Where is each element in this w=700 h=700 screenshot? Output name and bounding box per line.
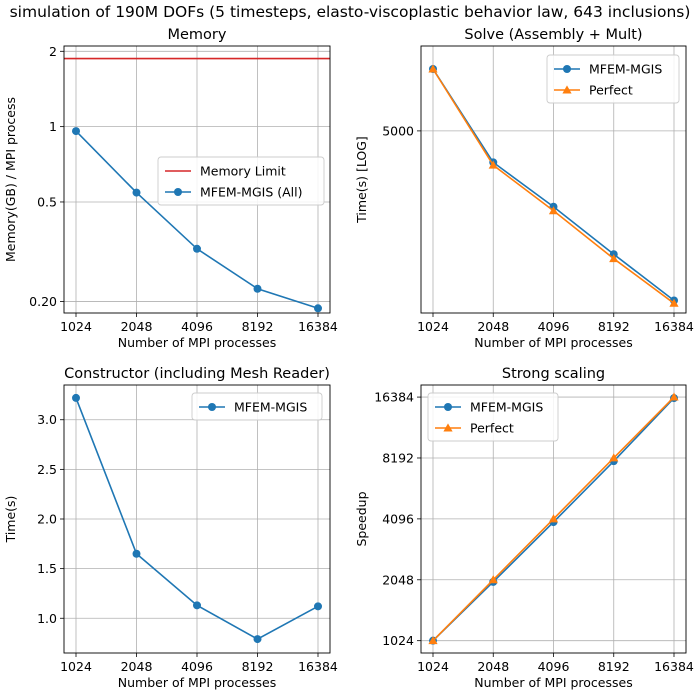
y-tick-label: 8192: [382, 450, 414, 465]
constructor-plot: 1024 2048 4096 8192 16384 1.0 1.5 2.0 2.5 3.0 Cons…: [3, 366, 338, 690]
data-point: [72, 393, 80, 402]
x-tick-label: 1024: [60, 319, 92, 334]
y-axis-label: Time(s) [LOG]: [354, 136, 369, 224]
memory-plot: 1024 2048 4096 8192 16384 0.20 0.5 1 2 Memory Numb…: [3, 27, 338, 350]
x-axis-label: Number of MPI processes: [474, 675, 632, 690]
legend-label: Memory Limit: [200, 164, 286, 179]
legend-label: MFEM-MGIS: [234, 400, 307, 415]
legend-box: [157, 156, 325, 206]
data-point: [548, 514, 559, 523]
data-point: [609, 254, 619, 263]
plot-title: Strong scaling: [502, 366, 605, 382]
legend: MFEM-MGIS Perfect: [546, 54, 680, 104]
x-axis-label: Number of MPI processes: [118, 335, 276, 350]
x-tick-label: 16384: [298, 659, 338, 674]
legend-label: MFEM-MGIS: [589, 62, 662, 77]
y-axis-label: Speedup: [354, 491, 369, 546]
figure-suptitle: simulation of 190M DOFs (5 timesteps, el…: [9, 3, 691, 21]
legend: Memory Limit MFEM-MGIS (All): [157, 156, 325, 206]
legend-label: Perfect: [470, 421, 514, 436]
data-point: [193, 244, 201, 253]
y-axis-label: Memory(GB) / MPI process: [3, 97, 18, 262]
x-tick-label: 8192: [242, 319, 274, 334]
y-tick-label: 2048: [382, 572, 414, 587]
x-tick-label: 16384: [654, 659, 694, 674]
legend-marker: [174, 188, 182, 196]
data-point: [428, 64, 438, 73]
legend-marker: [563, 65, 571, 73]
x-tick-label: 2048: [477, 659, 509, 674]
legend-label: MFEM-MGIS (All): [200, 185, 302, 200]
y-tick-label: 16384: [374, 390, 414, 405]
y-tick-label: 5000: [382, 123, 414, 138]
plot-title: Constructor (including Mesh Reader): [64, 366, 330, 382]
data-point: [488, 160, 498, 169]
y-tick-label: 2: [49, 44, 57, 59]
y-tick-label: 1: [49, 119, 57, 134]
data-point: [253, 635, 262, 644]
data-point: [253, 284, 262, 293]
data-point: [132, 549, 141, 558]
x-tick-label: 2048: [477, 319, 509, 334]
legend-marker: [443, 423, 453, 432]
x-tick-label: 4096: [181, 659, 213, 674]
legend-label: MFEM-MGIS: [470, 400, 543, 415]
x-tick-label: 4096: [181, 319, 213, 334]
x-axis-label: Number of MPI processes: [474, 335, 632, 350]
x-tick-label: 1024: [417, 659, 449, 674]
data-point: [609, 453, 619, 462]
x-tick-label: 8192: [242, 659, 274, 674]
y-tick-label: 1024: [382, 633, 414, 648]
plot-title: Memory: [168, 27, 227, 43]
x-tick-label: 8192: [598, 659, 630, 674]
solve-plot: 1024 2048 4096 8192 16384 5000 Solve (Assembly…: [354, 27, 694, 350]
legend-marker: [562, 85, 572, 94]
data-point: [314, 602, 322, 611]
x-axis-label: Number of MPI processes: [118, 675, 276, 690]
plot-title: Solve (Assembly + Mult): [464, 27, 642, 43]
x-tick-label: 2048: [121, 659, 153, 674]
legend-box: [546, 54, 680, 104]
legend-box: [191, 392, 323, 421]
data-point: [669, 298, 679, 307]
legend-label: Perfect: [589, 83, 633, 98]
data-point: [314, 304, 322, 313]
x-tick-label: 8192: [598, 319, 630, 334]
x-tick-label: 16384: [654, 319, 694, 334]
data-point: [132, 188, 141, 197]
data-point: [488, 575, 498, 584]
legend-marker: [208, 403, 216, 411]
legend: MFEM-MGIS: [191, 392, 323, 421]
x-tick-label: 2048: [121, 319, 153, 334]
x-tick-label: 1024: [417, 319, 449, 334]
y-tick-label: 1.5: [37, 561, 57, 576]
data-point: [669, 392, 679, 401]
x-tick-label: 4096: [538, 319, 570, 334]
x-tick-label: 4096: [538, 659, 570, 674]
legend: MFEM-MGIS Perfect: [427, 392, 559, 442]
x-tick-label: 1024: [60, 659, 92, 674]
y-tick-label: 2.5: [37, 462, 57, 477]
legend-marker: [444, 403, 452, 411]
y-tick-label: 1.0: [37, 611, 57, 626]
strong-scaling-plot: 1024 2048 4096 8192 16384 1024 2048 4096 8192 163…: [354, 366, 694, 690]
y-tick-label: 4096: [382, 511, 414, 526]
y-axis-label: Time(s): [3, 496, 18, 544]
data-point: [72, 127, 80, 136]
data-point: [428, 636, 438, 645]
data-point: [548, 206, 559, 215]
y-tick-label: 2.0: [37, 512, 57, 527]
y-tick-label: 0.5: [37, 194, 57, 209]
x-tick-label: 16384: [298, 319, 338, 334]
y-tick-label: 0.20: [29, 294, 57, 309]
legend-box: [427, 392, 559, 442]
data-point: [193, 601, 201, 610]
y-tick-label: 3.0: [37, 412, 57, 427]
